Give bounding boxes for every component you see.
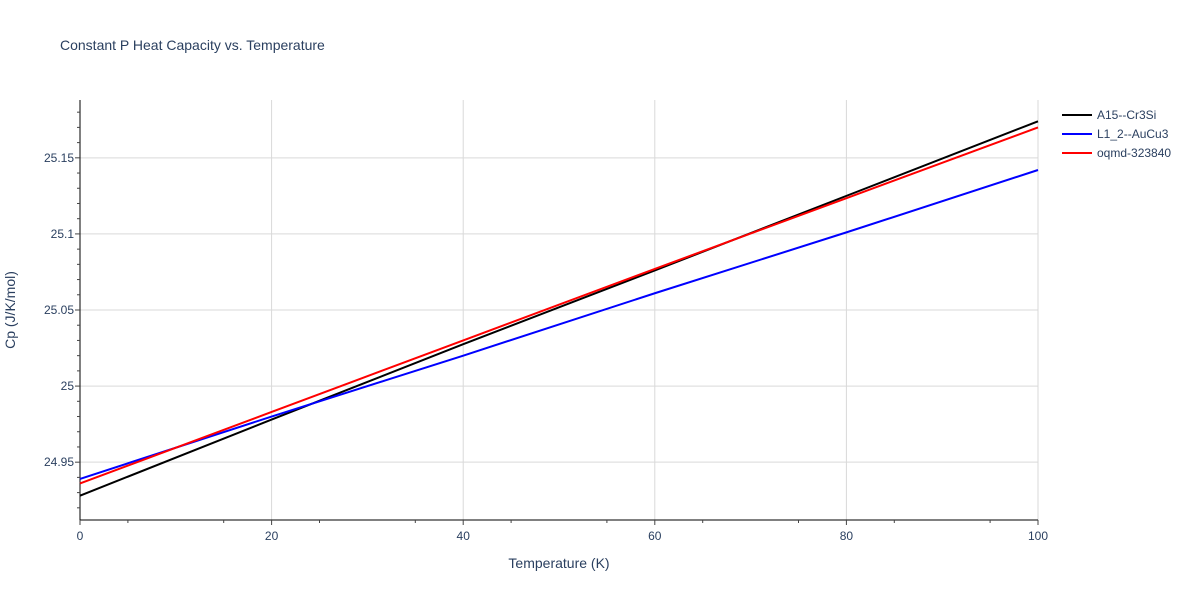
y-axis-title: Cp (J/K/mol) xyxy=(2,271,18,349)
axes-layer: 0 20 40 60 80 100 24.95 25 25.05 25.1 25.15 xyxy=(44,100,1048,543)
x-tick-label: 100 xyxy=(1028,529,1048,543)
series-line xyxy=(79,120,1039,497)
y-tick-label: 25.05 xyxy=(44,303,74,317)
series-layer xyxy=(79,120,1039,497)
grid-layer xyxy=(80,100,1039,520)
y-tick-label: 25.1 xyxy=(51,227,75,241)
x-tick-label: 20 xyxy=(265,529,279,543)
chart-title: Constant P Heat Capacity vs. Temperature xyxy=(60,37,325,53)
legend-label: oqmd-323840 xyxy=(1097,146,1171,160)
y-tick-label: 25 xyxy=(61,379,75,393)
x-axis-title: Temperature (K) xyxy=(508,555,609,571)
y-tick-label: 25.15 xyxy=(44,151,74,165)
legend-label: A15--Cr3Si xyxy=(1097,108,1156,122)
legend: A15--Cr3Si L1_2--AuCu3 oqmd-323840 xyxy=(1062,108,1171,160)
x-tick-label: 80 xyxy=(840,529,854,543)
x-tick-label: 60 xyxy=(648,529,662,543)
x-tick-label: 0 xyxy=(77,529,84,543)
y-tick-label: 24.95 xyxy=(44,455,74,469)
series-line xyxy=(79,169,1039,480)
series-line xyxy=(79,126,1039,485)
legend-label: L1_2--AuCu3 xyxy=(1097,127,1169,141)
x-tick-label: 40 xyxy=(457,529,471,543)
